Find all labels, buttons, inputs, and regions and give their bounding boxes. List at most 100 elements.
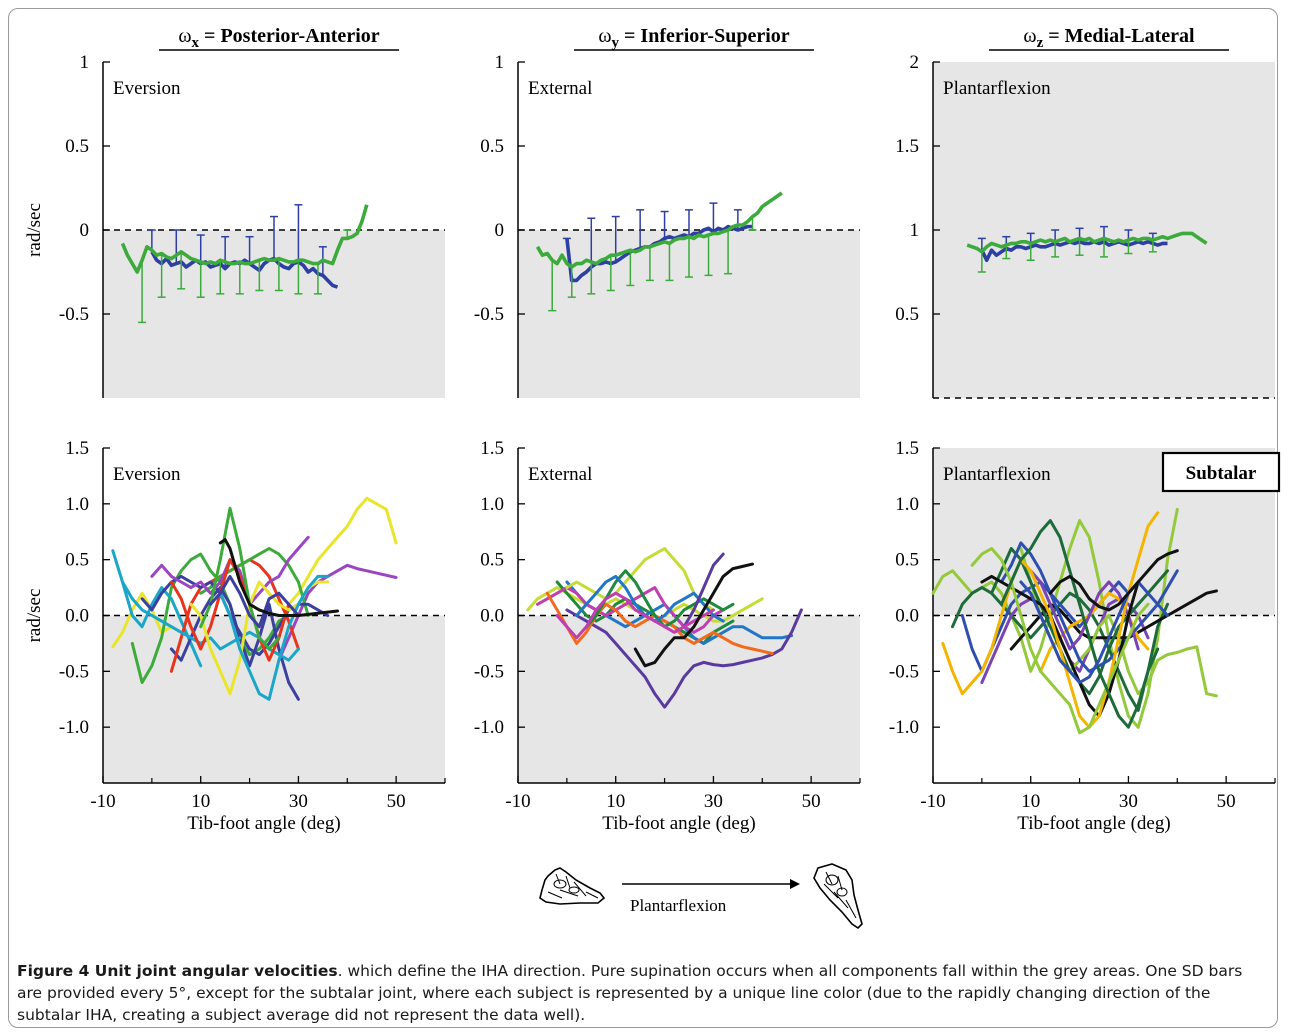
chart-panel-1: 1 0.5 0 -0.5 rad/sec Eversion ωx = Posterior-A… (24, 25, 445, 398)
caption-text: . which define the IHA direction. Pure s… (17, 962, 1243, 1024)
x-tick-label: 10 (191, 791, 210, 812)
y-tick-label: 0.5 (895, 550, 919, 571)
subject-line (218, 538, 339, 617)
x-tick-label: 50 (387, 791, 406, 812)
panel-annotation: Plantarflexion (943, 78, 1051, 99)
subject-line (1019, 580, 1169, 684)
y-tick-label: 0.5 (480, 550, 504, 571)
x-axis-label: Tib-foot angle (deg) (1017, 813, 1170, 834)
foot-plantarflexed-icon (813, 863, 863, 930)
panel-annotation: Eversion (113, 78, 181, 99)
subject-line (1048, 549, 1179, 612)
subject-line (941, 511, 1160, 729)
arrow-head-icon (790, 879, 800, 889)
subject-line (999, 541, 1179, 673)
subtalar-label: Subtalar (1186, 463, 1257, 484)
chart-panel-2: 1 0.5 0 -0.5 External ωy = Inferior-Superior (474, 25, 860, 398)
y-tick-label: 0.0 (65, 606, 89, 627)
y-tick-label: 1 (910, 220, 920, 241)
panel-annotation: Eversion (113, 464, 181, 485)
x-tick-label: -10 (505, 791, 530, 812)
x-tick-label: 30 (289, 791, 308, 812)
y-tick-label: -1.0 (889, 717, 919, 738)
subject-line (218, 574, 330, 701)
y-tick-label: 0.5 (480, 136, 504, 157)
y-tick-label: -0.5 (889, 661, 919, 682)
y-tick-label: 2 (910, 52, 920, 73)
caption-bold: Figure 4 Unit joint angular velocities (17, 962, 338, 980)
y-tick-label: 0 (80, 220, 90, 241)
calcaneal-tibial-line (535, 191, 783, 269)
y-tick-label: 1 (495, 52, 505, 73)
foot-diagram: Plantarflexion (539, 863, 863, 930)
y-tick-label: -0.5 (474, 661, 504, 682)
talocrural-line (980, 240, 1168, 263)
calcaneal-tibial-line (966, 231, 1208, 254)
x-tick-label: -10 (90, 791, 115, 812)
y-tick-label: 0 (495, 220, 505, 241)
subject-line (555, 591, 715, 640)
chart-panel-5: 1.5 1.0 0.5 0.0 -0.5 -1.0 -10 10 30 50 Tib-foot an… (474, 438, 861, 834)
y-tick-label: 0.5 (895, 304, 919, 325)
y-tick-label: -0.5 (59, 304, 89, 325)
panel-annotation: Plantarflexion (943, 464, 1051, 485)
panel-title: ωx = Posterior-Anterior (178, 25, 379, 51)
subtalar-legend: Subtalar (1161, 451, 1281, 493)
subject-line (565, 547, 715, 612)
chart-panel-6: 1.5 1.0 0.5 0.0 -0.5 -1.0 -10 10 30 50 Tib-foot an… (889, 438, 1281, 834)
x-tick-label: 30 (1119, 791, 1138, 812)
subject-line (169, 558, 291, 662)
subject-line (565, 608, 803, 709)
figure-canvas: 1 0.5 0 -0.5 rad/sec Eversion ωx = Posterior-A… (24, 25, 1281, 930)
y-tick-label: 0.0 (895, 606, 919, 627)
panel-annotation: External (528, 464, 592, 485)
x-tick-label: 50 (1217, 791, 1236, 812)
figure-caption: Figure 4 Unit joint angular velocities. … (17, 960, 1272, 1026)
y-tick-label: 1.0 (895, 494, 919, 515)
x-tick-label: 50 (802, 791, 821, 812)
y-tick-label: -0.5 (474, 304, 504, 325)
subject-line (999, 519, 1160, 729)
foot-diagram-label: Plantarflexion (630, 896, 727, 915)
talocrural-line (150, 250, 339, 289)
y-tick-label: 1.5 (895, 438, 919, 459)
subject-line (209, 574, 300, 629)
subject-line (536, 586, 725, 634)
panel-title: ωy = Inferior-Superior (598, 25, 789, 51)
y-tick-label: 0.5 (65, 136, 89, 157)
subject-line (633, 562, 754, 668)
subject-line (682, 552, 725, 629)
subject-line (111, 549, 203, 668)
figure-frame (8, 8, 1278, 1028)
chart-panel-3: 2 1.5 1 0.5 Plantarflexion ωz = Medial-Latera… (895, 25, 1275, 399)
subject-line (1029, 569, 1140, 651)
panel-title: ωz = Medial-Lateral (1023, 25, 1195, 51)
chart-panel-4: 1.5 1.0 0.5 0.0 -0.5 -1.0 -10 10 30 50 Tib-foot an… (24, 438, 446, 834)
y-tick-label: 1.0 (480, 494, 504, 515)
x-tick-label: 10 (1021, 791, 1040, 812)
y-tick-label: 0.5 (65, 550, 89, 571)
y-tick-label: 1.5 (895, 136, 919, 157)
y-tick-label: -0.5 (59, 661, 89, 682)
panel-annotation: External (528, 78, 592, 99)
y-axis-label: rad/sec (24, 203, 45, 257)
subtalar-legend-box (1161, 451, 1281, 493)
y-tick-label: 1.5 (65, 438, 89, 459)
x-axis-label: Tib-foot angle (deg) (602, 813, 755, 834)
subject-line (199, 547, 310, 617)
foot-neutral-icon (539, 867, 606, 905)
y-axis-label: rad/sec (24, 589, 45, 643)
x-tick-label: 10 (606, 791, 625, 812)
y-tick-label: -1.0 (474, 717, 504, 738)
x-tick-label: 30 (704, 791, 723, 812)
y-tick-label: 1 (80, 52, 90, 73)
subject-line (970, 547, 1150, 735)
y-tick-label: 0.0 (480, 606, 504, 627)
x-tick-label: -10 (920, 791, 945, 812)
y-tick-label: 1.5 (480, 438, 504, 459)
calcaneal-tibial-line (120, 204, 369, 274)
subject-line (199, 506, 281, 651)
y-tick-label: -1.0 (59, 717, 89, 738)
y-tick-label: 1.0 (65, 494, 89, 515)
subject-line (287, 496, 398, 606)
